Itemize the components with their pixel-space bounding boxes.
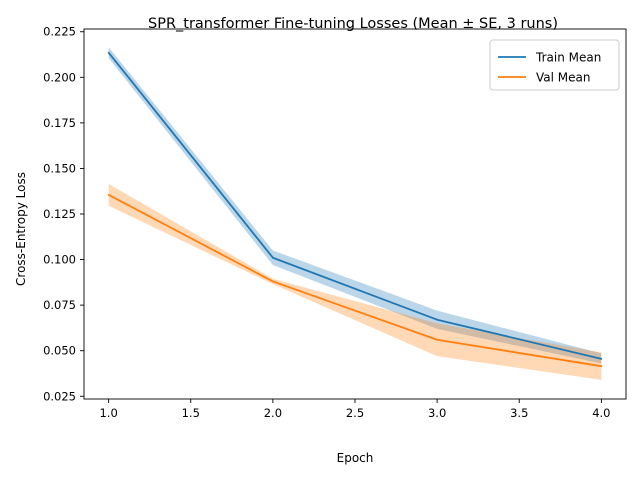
y-axis-label: Cross-Entropy Loss	[14, 172, 28, 286]
x-tick-label: 3.0	[428, 406, 446, 420]
legend: Train Mean Val Mean	[489, 39, 620, 91]
x-axis-label: Epoch	[337, 451, 374, 465]
data-point-val	[271, 280, 274, 283]
x-tick-label: 3.5	[510, 406, 528, 420]
y-tick-label: 0.025	[43, 389, 76, 403]
y-tick-label: 0.100	[43, 253, 76, 267]
legend-label-train: Train Mean	[535, 51, 601, 65]
y-tick-label: 0.175	[43, 116, 76, 130]
y-tick-label: 0.125	[43, 207, 76, 221]
data-point-val	[436, 338, 439, 341]
x-tick-label: 1.5	[182, 406, 200, 420]
data-point-train	[436, 318, 439, 321]
x-tick-label: 1.0	[99, 406, 117, 420]
y-tick-label: 0.225	[43, 25, 76, 39]
data-point-train	[107, 51, 110, 54]
y-tick-label: 0.075	[43, 298, 76, 312]
x-tick-label: 4.0	[592, 406, 610, 420]
chart-title: SPR_transformer Fine-tuning Losses (Mean…	[148, 16, 558, 32]
y-tick-label: 0.050	[43, 344, 76, 358]
y-tick-label: 0.200	[43, 70, 76, 84]
data-point-val	[600, 365, 603, 368]
y-tick-label: 0.150	[43, 161, 76, 175]
series-line-val	[108, 194, 602, 368]
data-point-val	[107, 193, 110, 196]
x-tick-label: 2.0	[264, 406, 282, 420]
series-line-train	[107, 52, 602, 360]
se-band-val	[108, 183, 602, 380]
x-tick-label: 2.5	[346, 406, 364, 420]
data-point-train	[600, 358, 603, 360]
data-point-train	[271, 256, 274, 259]
legend-label-val: Val Mean	[536, 71, 590, 85]
